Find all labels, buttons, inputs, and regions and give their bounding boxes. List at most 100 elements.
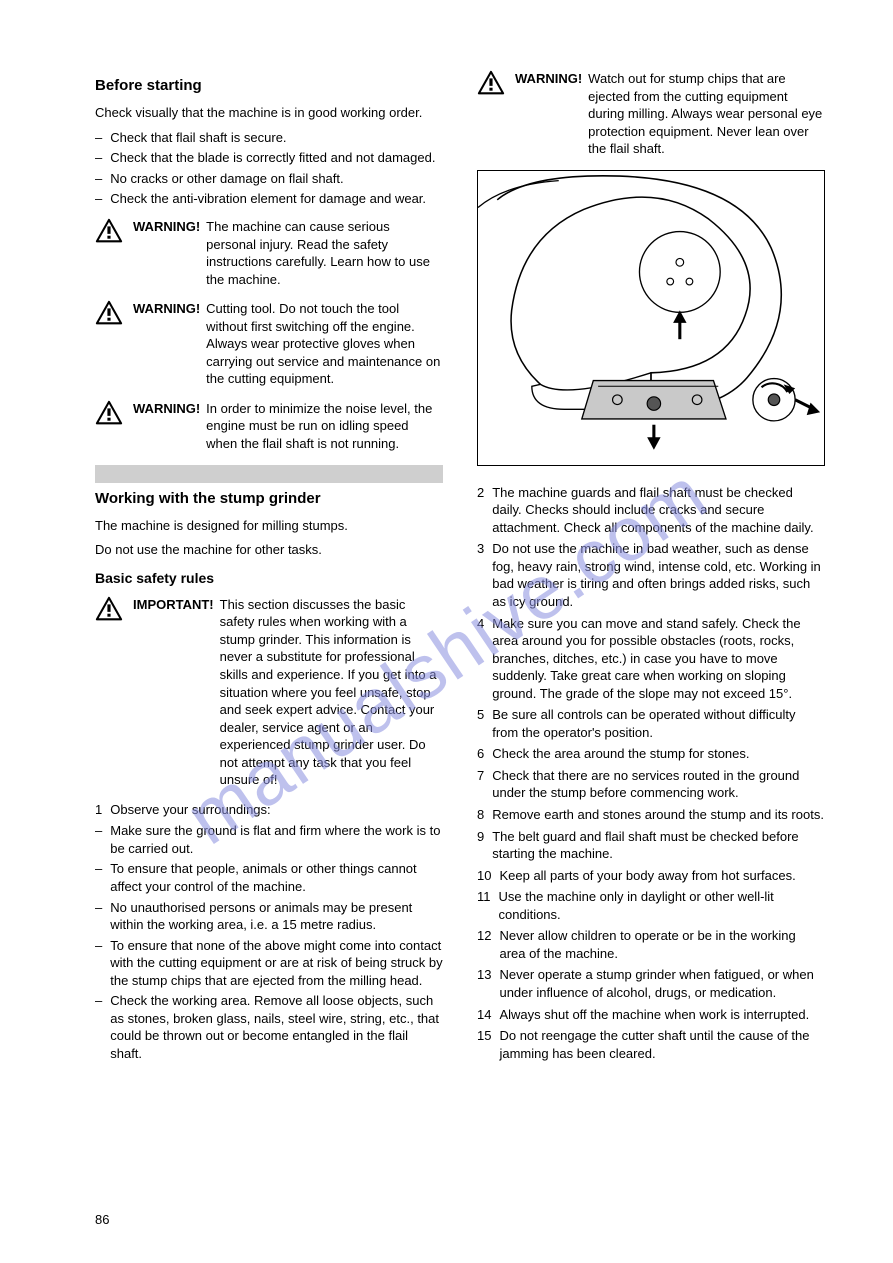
warning-block-1: WARNING! The machine can cause serious p… — [95, 218, 443, 288]
important-label: IMPORTANT! — [133, 596, 214, 614]
bullet-item: –No unauthorised persons or animals may … — [95, 899, 443, 934]
item-text: The belt guard and flail shaft must be c… — [492, 828, 825, 863]
bullet-dash: – — [95, 149, 102, 167]
warning-label: WARNING! — [133, 300, 200, 318]
heading-basic-safety: Basic safety rules — [95, 569, 443, 588]
bullet-dash: – — [95, 860, 102, 878]
item-marker: 2 — [477, 484, 484, 537]
item-marker: 3 — [477, 540, 484, 610]
bullet-text: No unauthorised persons or animals may b… — [110, 899, 443, 934]
numbered-item: 5Be sure all controls can be operated wi… — [477, 706, 825, 741]
figure-stump-grinder — [477, 170, 825, 466]
section-bar — [95, 465, 443, 483]
numbered-item: 2The machine guards and flail shaft must… — [477, 484, 825, 537]
item-text: Always shut off the machine when work is… — [499, 1006, 825, 1024]
bullet-text: Check the anti-vibration element for dam… — [110, 190, 426, 208]
numbered-item: 1 Observe your surroundings: — [95, 801, 443, 819]
bullet-text: Check the working area. Remove all loose… — [110, 992, 443, 1062]
numbered-item: 9The belt guard and flail shaft must be … — [477, 828, 825, 863]
item-marker: 9 — [477, 828, 484, 863]
bullet-text: To ensure that people, animals or other … — [110, 860, 443, 895]
page-number: 86 — [95, 1211, 109, 1229]
item-marker: 8 — [477, 806, 484, 824]
numbered-item: 6 Check the area around the stump for sto… — [477, 745, 825, 763]
item-text: Never operate a stump grinder when fatig… — [499, 966, 825, 1001]
bullet-dash: – — [95, 129, 102, 147]
bullet-dash: – — [95, 822, 102, 840]
item-marker: 5 — [477, 706, 484, 741]
item-marker: 15 — [477, 1027, 491, 1062]
right-column: WARNING! Watch out for stump chips that … — [477, 70, 825, 1066]
bullet-item: –Check the anti-vibration element for da… — [95, 190, 443, 208]
bullet-item: –To ensure that none of the above might … — [95, 937, 443, 990]
bullet-item: –No cracks or other damage on flail shaf… — [95, 170, 443, 188]
paragraph: Do not use the machine for other tasks. — [95, 541, 443, 559]
numbered-item: 7Check that there are no services routed… — [477, 767, 825, 802]
numbered-item: 10 Keep all parts of your body away from … — [477, 867, 825, 885]
bullet-item: –To ensure that people, animals or other… — [95, 860, 443, 895]
item-text: Do not reengage the cutter shaft until t… — [499, 1027, 825, 1062]
warning-text: In order to minimize the noise level, th… — [206, 400, 443, 453]
warning-icon — [95, 596, 123, 622]
warning-block-2: WARNING! Cutting tool. Do not touch the … — [95, 300, 443, 388]
bullet-text: No cracks or other damage on flail shaft… — [110, 170, 343, 188]
bullet-dash: – — [95, 170, 102, 188]
numbered-item: 12Never allow children to operate or be … — [477, 927, 825, 962]
item-text: Use the machine only in daylight or othe… — [499, 888, 826, 923]
bullet-text: Check that flail shaft is secure. — [110, 129, 286, 147]
numbered-item: 4Make sure you can move and stand safely… — [477, 615, 825, 703]
paragraph: The machine is designed for milling stum… — [95, 517, 443, 535]
item-text: Check that there are no services routed … — [492, 767, 825, 802]
item-text: Make sure you can move and stand safely.… — [492, 615, 825, 703]
bullet-item: –Make sure the ground is flat and firm w… — [95, 822, 443, 857]
item-text: Observe your surroundings: — [110, 801, 443, 819]
warning-icon — [95, 218, 123, 244]
numbered-item: 15Do not reengage the cutter shaft until… — [477, 1027, 825, 1062]
warning-label: WARNING! — [133, 218, 200, 236]
item-marker: 12 — [477, 927, 491, 962]
item-text: Do not use the machine in bad weather, s… — [492, 540, 825, 610]
item-marker: 10 — [477, 867, 491, 885]
sub-bullets: –Make sure the ground is flat and firm w… — [95, 822, 443, 1062]
bullet-text: To ensure that none of the above might c… — [110, 937, 443, 990]
warning-icon — [95, 300, 123, 326]
warning-text: The machine can cause serious personal i… — [206, 218, 443, 288]
numbered-item: 8 Remove earth and stones around the stum… — [477, 806, 825, 824]
warning-label: WARNING! — [133, 400, 200, 418]
bullet-dash: – — [95, 190, 102, 208]
item-marker: 11 — [477, 888, 491, 923]
heading-before-starting: Before starting — [95, 76, 443, 96]
warning-icon — [477, 70, 505, 96]
bullet-text: Make sure the ground is flat and firm wh… — [110, 822, 443, 857]
bullet-text: Check that the blade is correctly fitted… — [110, 149, 435, 167]
warning-block-3: WARNING! In order to minimize the noise … — [95, 400, 443, 453]
bullet-item: –Check that flail shaft is secure. — [95, 129, 443, 147]
item-marker: 7 — [477, 767, 484, 802]
item-marker: 1 — [95, 801, 102, 819]
bullet-dash: – — [95, 937, 102, 955]
item-text: Remove earth and stones around the stump… — [492, 806, 825, 824]
intro-paragraph: Check visually that the machine is in go… — [95, 104, 443, 122]
item-text: Be sure all controls can be operated wit… — [492, 706, 825, 741]
warning-icon — [95, 400, 123, 426]
warning-block-5: WARNING! Watch out for stump chips that … — [477, 70, 825, 158]
item-text: Check the area around the stump for ston… — [492, 745, 825, 763]
item-marker: 6 — [477, 745, 484, 763]
item-text: The machine guards and flail shaft must … — [492, 484, 825, 537]
check-bullets: –Check that flail shaft is secure. –Chec… — [95, 129, 443, 208]
important-block: IMPORTANT! This section discusses the ba… — [95, 596, 443, 789]
bullet-item: –Check that the blade is correctly fitte… — [95, 149, 443, 167]
item-marker: 14 — [477, 1006, 491, 1024]
numbered-item: 14 Always shut off the machine when work … — [477, 1006, 825, 1024]
important-text: This section discusses the basic safety … — [220, 596, 443, 789]
warning-text: Cutting tool. Do not touch the tool with… — [206, 300, 443, 388]
item-marker: 4 — [477, 615, 484, 703]
bullet-dash: – — [95, 992, 102, 1010]
numbered-item: 13Never operate a stump grinder when fat… — [477, 966, 825, 1001]
warning-text: Watch out for stump chips that are eject… — [588, 70, 825, 158]
left-column: Before starting Check visually that the … — [95, 70, 443, 1066]
numbered-item: 11Use the machine only in daylight or ot… — [477, 888, 825, 923]
item-text: Keep all parts of your body away from ho… — [499, 867, 825, 885]
item-marker: 13 — [477, 966, 491, 1001]
bullet-dash: – — [95, 899, 102, 917]
